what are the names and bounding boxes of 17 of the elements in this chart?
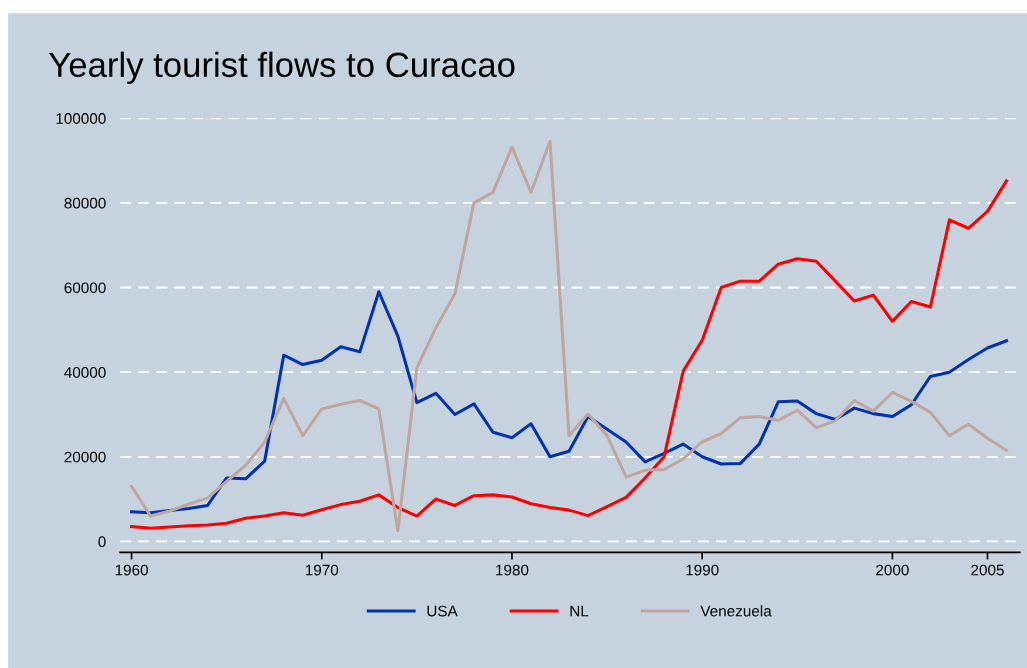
x-tick-label: 1980 [496, 564, 529, 576]
line-series [130, 290, 1009, 515]
legend-label: USA [427, 605, 458, 617]
y-tick-label: 0 [98, 536, 106, 548]
y-tick-label: 100000 [56, 113, 106, 124]
x-tick-label: 1990 [686, 564, 719, 576]
y-tick-label: 20000 [64, 451, 106, 463]
x-tick-label: 2000 [876, 564, 909, 576]
y-tick-label: 60000 [64, 282, 106, 294]
legend-label: NL [570, 605, 589, 617]
y-tick-label: 80000 [64, 197, 106, 209]
chart-title: Yearly tourist flows to Curacao [49, 51, 515, 85]
x-tick-label: 1970 [305, 564, 339, 576]
legend-label: Venezuela [700, 605, 772, 617]
x-tick-label: 2005 [971, 564, 1004, 576]
x-tick-label: 1960 [115, 564, 148, 576]
y-tick-label: 40000 [64, 367, 106, 378]
